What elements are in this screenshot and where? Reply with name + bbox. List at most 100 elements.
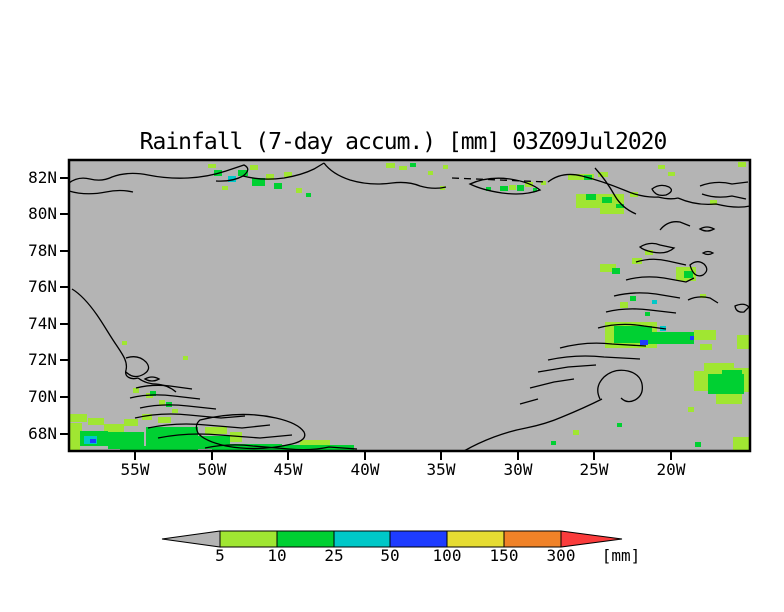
rain-cell <box>645 250 653 255</box>
coastline-path <box>537 342 647 373</box>
rain-cell <box>700 294 706 298</box>
coastline-path <box>519 378 575 405</box>
rain-cell <box>172 409 178 413</box>
rain-cell <box>690 336 695 340</box>
rain-cell <box>704 363 734 371</box>
rain-cell <box>386 163 395 168</box>
rain-cell <box>617 423 622 427</box>
rain-cell <box>146 427 198 449</box>
colorbar-boundary-label: 25 <box>324 546 343 565</box>
coastline-path <box>323 162 447 189</box>
coastlines <box>68 162 751 452</box>
colorbar-segment <box>389 530 448 548</box>
rain-cell <box>612 268 620 274</box>
rain-cell <box>630 296 636 301</box>
colorbar-boundary-label: 300 <box>547 546 576 565</box>
rain-cell <box>602 197 612 203</box>
rain-cell <box>738 162 746 167</box>
coastline-path <box>68 189 134 195</box>
colorbar-segment <box>503 530 562 548</box>
y-tick-label: 82N <box>28 168 57 187</box>
rain-cell <box>205 427 227 434</box>
coastline-path <box>638 242 676 254</box>
x-tick-label: 50W <box>198 460 227 479</box>
rain-cell <box>500 186 508 191</box>
rain-cell <box>90 439 96 443</box>
rain-cell <box>230 432 242 442</box>
rain-cell <box>88 418 104 425</box>
rain-cell <box>708 374 744 394</box>
colorbar-boundary-label: 100 <box>433 546 462 565</box>
y-tick-label: 78N <box>28 241 57 260</box>
map-plot <box>67 158 752 453</box>
coastline-path <box>242 162 325 180</box>
rain-cell <box>710 200 717 205</box>
rain-cell <box>568 174 594 180</box>
rain-cell <box>517 185 524 191</box>
rain-cell <box>183 356 188 360</box>
map-border <box>67 158 752 453</box>
colorbar-segment <box>333 530 391 548</box>
rain-cell <box>573 430 579 435</box>
rain-cell <box>632 258 642 264</box>
rain-cell <box>238 170 248 176</box>
coastline-path <box>195 413 306 450</box>
rain-cell <box>658 165 665 169</box>
coastline-path <box>605 308 677 314</box>
rain-cell <box>586 194 596 200</box>
coastline-path <box>597 323 667 330</box>
rain-cell <box>296 188 302 193</box>
rain-cell <box>645 312 650 316</box>
rain-cell <box>399 166 407 170</box>
rain-cell <box>222 186 228 190</box>
rain-cell <box>228 176 236 182</box>
rain-cell <box>120 446 198 452</box>
coastline-path <box>613 292 681 299</box>
rain-cell <box>600 264 616 272</box>
rain-cell <box>688 407 694 412</box>
colorbar-segment <box>219 530 278 548</box>
x-tick-label: 20W <box>657 460 686 479</box>
x-tick-label: 40W <box>351 460 380 479</box>
coastline-path <box>71 288 139 380</box>
rain-cell <box>486 187 491 191</box>
x-tick-label: 45W <box>274 460 303 479</box>
rain-cell <box>69 414 87 422</box>
x-tick-label: 55W <box>121 460 150 479</box>
rain-cell <box>668 172 675 176</box>
rain-cell <box>158 417 171 423</box>
rain-cell <box>104 424 124 432</box>
rain-cell <box>252 178 265 186</box>
coastline-path <box>129 384 293 439</box>
rain-cell <box>700 344 712 350</box>
rain-cell <box>150 391 156 396</box>
rain-cell <box>108 432 144 449</box>
y-tick-label: 76N <box>28 277 57 296</box>
x-tick-label: 35W <box>427 460 456 479</box>
colorbar-legend: [mm] 5 10 25 50 100 150 300 <box>161 530 640 565</box>
y-tick-label: 70N <box>28 387 57 406</box>
x-axis: 55W 50W 45W 40W 35W 30W 25W 20W <box>121 451 686 479</box>
rain-cell <box>509 185 516 190</box>
y-tick-label: 74N <box>28 314 57 333</box>
coastline-path <box>547 173 679 200</box>
rainfall-patches <box>69 162 750 452</box>
rain-cell <box>443 165 448 169</box>
rain-cell <box>648 332 694 344</box>
coastline-path <box>698 226 716 232</box>
rain-cell <box>541 181 546 185</box>
rain-cell <box>122 341 127 345</box>
rain-cell <box>69 435 80 451</box>
colorbar-segment <box>276 530 335 548</box>
rain-cell <box>640 340 648 345</box>
rain-cell <box>69 423 82 435</box>
rain-cell <box>652 300 657 304</box>
rain-cell <box>694 371 710 391</box>
coastline-path <box>635 258 687 266</box>
colorbar-segment <box>446 530 505 548</box>
rain-cell <box>694 330 716 340</box>
rain-cell <box>684 271 693 278</box>
coastline-path <box>677 197 751 208</box>
